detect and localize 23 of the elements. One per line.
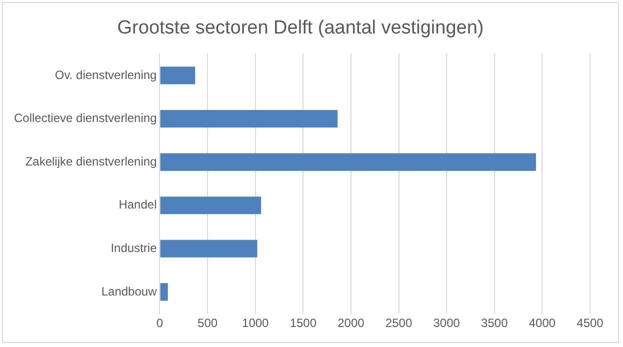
bar (160, 283, 168, 301)
x-tick-label: 0 (156, 316, 164, 330)
y-tick-label: Landbouw (101, 284, 158, 298)
x-tick-label: 4000 (528, 316, 556, 330)
x-tick-label: 500 (198, 316, 218, 330)
bar (160, 66, 196, 84)
x-tick-label: 1000 (242, 316, 270, 330)
x-tick-label: 3500 (481, 316, 508, 330)
x-tick-label: 2000 (338, 316, 365, 330)
bar (160, 196, 262, 214)
x-tick-label: 4500 (576, 316, 604, 330)
x-tick-label: 1500 (290, 316, 317, 330)
bar (160, 153, 536, 171)
y-tick-label: Collectieve dienstverlening (14, 111, 157, 126)
bar (160, 110, 338, 128)
y-tick-label: Zakelijke dienstverlening (25, 154, 157, 168)
y-tick-label: Industrie (110, 240, 158, 255)
x-tick-label: 3000 (433, 316, 460, 330)
y-tick-label: Handel (118, 198, 157, 212)
x-tick-label: 2500 (385, 316, 412, 330)
bar (160, 240, 258, 258)
chart-title: Grootste sectoren Delft (aantal vestigingen) (117, 18, 484, 39)
y-tick-label: Ov. dienstverlening (54, 68, 157, 82)
